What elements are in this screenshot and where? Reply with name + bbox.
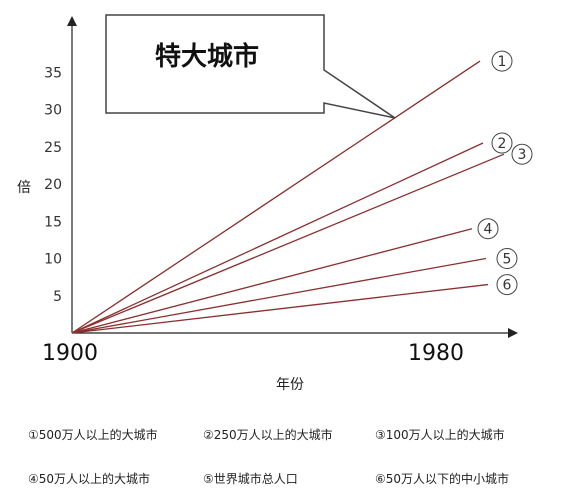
y-axis-label: 倍 <box>17 180 31 196</box>
legend-item-4: ④50万人以上的大城市 <box>28 471 151 486</box>
y-tick-labels: 5 10 15 20 25 30 35 <box>44 65 62 305</box>
series-line-2 <box>71 142 484 334</box>
series-marker-circle-4 <box>477 218 499 240</box>
legend-item-1: ①500万人以上的大城市 <box>28 427 158 442</box>
legend-item-5: ⑤世界城市总人口 <box>203 471 298 486</box>
series-markers: 1 23 45 6 <box>477 50 533 296</box>
series-marker-circle-6 <box>496 274 518 296</box>
series-marker-circle-3 <box>511 143 533 165</box>
callout: 特大城市 <box>105 14 396 119</box>
y-tick-label: 15 <box>44 214 62 230</box>
legend-item-3: ③100万人以上的大城市 <box>375 427 505 442</box>
callout-text: 特大城市 <box>155 41 259 72</box>
y-tick-label: 5 <box>53 289 62 305</box>
y-tick-label: 20 <box>44 177 62 193</box>
y-tick-label: 25 <box>44 140 62 156</box>
legend-row-2: ④50万人以上的大城市 ⑤世界城市总人口 ⑥50万人以下的中小城市 <box>28 456 548 500</box>
y-tick-label: 35 <box>44 65 62 81</box>
y-tick-label: 10 <box>44 252 62 268</box>
y-tick-label: 30 <box>44 103 62 119</box>
legend-row-1: ①500万人以上的大城市 ②250万人以上的大城市 ③100万人以上的大城市 <box>28 412 548 456</box>
series-marker-circle-1 <box>491 50 513 72</box>
legend: ①500万人以上的大城市 ②250万人以上的大城市 ③100万人以上的大城市 ④… <box>28 412 548 500</box>
series-marker-circle-5 <box>496 248 518 269</box>
x-axis-label: 年份 <box>276 377 304 393</box>
callout-box <box>105 14 396 119</box>
series-marker-circle-2 <box>491 132 513 154</box>
series-lines <box>71 60 505 334</box>
series-line-4 <box>71 228 473 334</box>
series-marker-label-6: 6 <box>503 278 512 294</box>
legend-item-2: ②250万人以上的大城市 <box>203 427 333 442</box>
series-line-1 <box>71 60 481 334</box>
series-marker-label-3: 3 <box>518 147 527 163</box>
x-tick-label-1900: 1900 <box>42 341 98 366</box>
series-marker-label-4: 4 <box>484 222 493 238</box>
legend-item-6: ⑥50万人以下的中小城市 <box>375 471 510 486</box>
series-marker-label-5: 5 <box>503 252 512 268</box>
series-marker-label-2: 2 <box>498 136 507 152</box>
series-line-6 <box>71 283 489 334</box>
series-line-5 <box>71 257 487 334</box>
series-line-3 <box>71 153 505 334</box>
series-marker-label-1: 1 <box>498 54 507 70</box>
x-tick-label-1980: 1980 <box>408 341 464 366</box>
